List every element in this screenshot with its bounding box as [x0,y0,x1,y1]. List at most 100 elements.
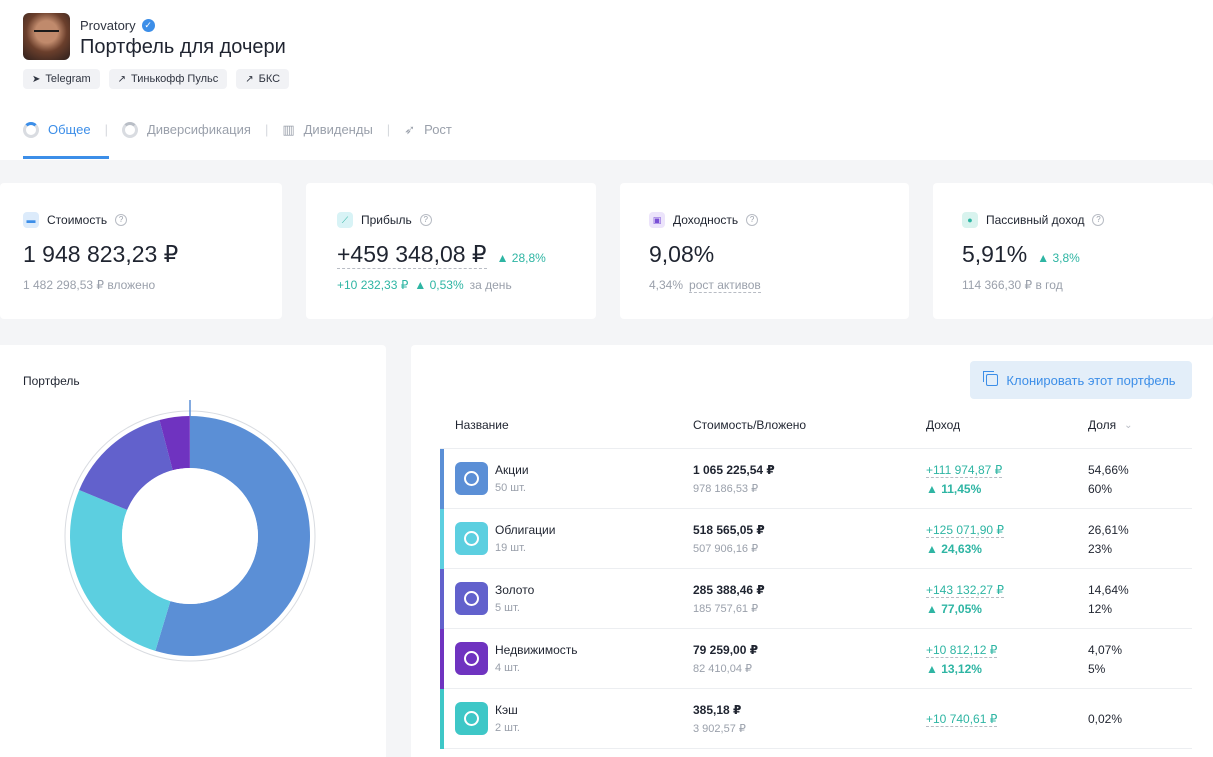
column-header-income[interactable]: Доход [926,418,961,432]
asset-name: Кэш [495,703,518,717]
tab-general[interactable]: Общее [23,121,105,138]
asset-income-pct: ▲ 11,45% [926,482,982,496]
asset-cost: 518 565,05 ₽ [693,523,765,537]
asset-share: 4,07% [1088,643,1123,657]
profit-change: ▲ 28,8% [496,251,546,265]
stat-label: Доходность [673,213,739,227]
stat-card-yield: ▣ Доходность ? 9,08% 4,34% рост активов [620,183,909,319]
clone-portfolio-button[interactable]: Клонировать этот портфель [970,361,1192,399]
asset-name: Золото [495,583,535,597]
asset-invested: 185 757,61 ₽ [693,603,759,615]
bonds-icon [455,522,488,555]
telegram-link[interactable]: ➤ Telegram [23,69,100,89]
stat-card-passive: ● Пассивный доход ? 5,91% ▲ 3,8% 114 366… [933,183,1213,319]
table-row[interactable]: Акции 50 шт. 1 065 225,54 ₽ 978 186,53 ₽… [440,449,1192,509]
asset-name: Недвижимость [495,643,578,657]
asset-invested: 507 906,16 ₽ [693,543,759,555]
asset-income-pct: ▲ 77,05% [926,602,982,616]
cash-icon [455,702,488,735]
telegram-icon: ➤ [32,73,41,85]
table-row[interactable]: Недвижимость 4 шт. 79 259,00 ₽ 82 410,04… [440,629,1192,689]
tab-growth[interactable]: ➶ Рост [404,121,452,138]
day-change-pct: ▲ 0,53% [414,278,464,292]
pie-icon [121,121,138,138]
row-color-bar [440,449,444,509]
asset-growth-pct: 4,34% [649,278,684,292]
column-header-cost[interactable]: Стоимость/Вложено [693,418,807,432]
verified-icon: ✓ [141,19,155,32]
asset-share: 54,66% [1088,463,1129,477]
asset-income[interactable]: +111 974,87 ₽ [926,463,1003,478]
passive-change: ▲ 3,8% [1037,251,1080,265]
asset-invested: 978 186,53 ₽ [693,483,759,495]
asset-share: 0,02% [1088,712,1123,726]
piggy-bank-icon: ● [962,212,978,228]
portfolio-donut-chart[interactable] [50,396,330,676]
stocks-icon [455,462,488,495]
column-header-name[interactable]: Название [455,418,509,432]
active-tab-indicator [23,156,109,159]
author-name[interactable]: Provatory ✓ [80,18,155,33]
asset-growth-link[interactable]: рост активов [689,278,761,293]
tinkoff-pulse-link[interactable]: ↗ Тинькофф Пульс [108,69,228,89]
help-icon[interactable]: ? [419,214,432,226]
asset-target-share: 5% [1088,662,1106,676]
donut-slice-0[interactable] [155,416,310,656]
asset-target-share: 23% [1088,542,1113,556]
help-icon[interactable]: ? [746,214,759,226]
donut-hole [122,468,258,604]
asset-income-pct: ▲ 24,63% [926,542,982,556]
asset-name: Облигации [495,523,556,537]
asset-income[interactable]: +143 132,27 ₽ [926,583,1005,598]
asset-income[interactable]: +10 812,12 ₽ [926,643,998,658]
portfolio-header: Provatory ✓ Портфель для дочери ➤ Telegr… [0,0,1213,160]
sort-chevron-icon: ⌄ [1124,419,1133,431]
author-avatar[interactable] [23,13,70,60]
help-icon[interactable]: ? [115,214,128,226]
stat-sub: 1 482 298,53 ₽ вложено [23,278,156,292]
donut-slice-3[interactable] [159,416,190,471]
pie-icon [23,121,39,138]
gold-icon [455,582,488,615]
stat-card-cost: ▬ Стоимость ? 1 948 823,23 ₽ 1 482 298,5… [0,183,282,319]
asset-invested: 82 410,04 ₽ [693,663,752,675]
asset-count: 50 шт. [495,482,526,494]
portfolio-chart-title: Портфель [23,374,80,388]
asset-count: 5 шт. [495,602,520,614]
realty-icon [455,642,488,675]
chart-line-icon: ⟋ [337,212,353,228]
row-color-bar [440,569,444,629]
asset-count: 4 шт. [495,662,520,674]
page-title: Портфель для дочери [80,36,286,58]
table-row[interactable]: Облигации 19 шт. 518 565,05 ₽ 507 906,16… [440,509,1192,569]
stat-label: Пассивный доход [986,213,1085,227]
asset-income[interactable]: +125 071,90 ₽ [926,523,1005,538]
row-color-bar [440,509,444,569]
asset-cost: 385,18 ₽ [693,703,742,717]
asset-income[interactable]: +10 740,61 ₽ [926,712,998,727]
asset-income-pct: ▲ 13,12% [926,662,982,676]
stat-label: Прибыль [361,213,412,227]
day-change-abs: +10 232,33 ₽ [337,278,409,292]
asset-invested: 3 902,57 ₽ [693,723,746,735]
asset-cost: 285 388,46 ₽ [693,583,765,597]
bcs-link[interactable]: ↗ БКС [236,69,290,89]
asset-share: 26,61% [1088,523,1129,537]
tabs: Общее | Диверсификация | ▥ Дивиденды | ➶… [23,112,466,147]
wallet-icon: ▬ [23,212,39,228]
tab-dividends[interactable]: ▥ Дивиденды [282,121,373,138]
stat-value: 1 948 823,23 ₽ [23,241,179,267]
asset-share: 14,64% [1088,583,1129,597]
asset-cost: 1 065 225,54 ₽ [693,463,775,477]
stat-value: 5,91% [962,241,1028,267]
table-row[interactable]: Золото 5 шт. 285 388,46 ₽ 185 757,61 ₽ +… [440,569,1192,629]
donut-slice-1[interactable] [70,489,171,651]
row-color-bar [440,689,444,749]
table-row[interactable]: Кэш 2 шт. 385,18 ₽ 3 902,57 ₽ +10 740,61… [440,689,1192,749]
stat-value[interactable]: +459 348,08 ₽ [337,241,487,269]
column-header-share[interactable]: Доля ⌄ [1088,418,1133,432]
tab-diversification[interactable]: Диверсификация [121,121,265,138]
rocket-icon: ➶ [404,121,416,137]
help-icon[interactable]: ? [1092,214,1105,226]
donut-slice-2[interactable] [79,419,173,510]
